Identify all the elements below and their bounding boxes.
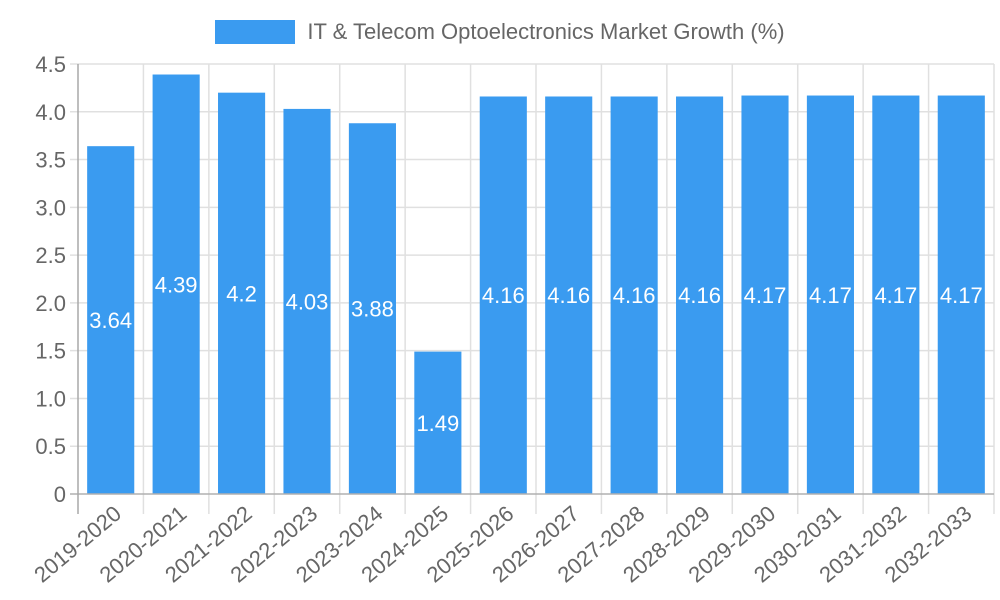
data-labels: 3.64 4.39 4.2 4.03 3.88 1.49 4.16 4.16 4.16 4.16 4… [89,272,982,436]
data-label: 4.17 [744,283,787,308]
y-tick-label: 0.5 [35,434,66,459]
data-label: 4.16 [678,283,721,308]
data-label: 4.16 [547,283,590,308]
y-tick-label: 0 [54,482,66,507]
bar[interactable] [741,95,789,495]
data-label: 4.2 [226,281,257,306]
bars [87,74,985,495]
y-tick-label: 4.5 [35,52,66,77]
chart-legend[interactable]: IT & Telecom Optoelectronics Market Grow… [0,19,1000,45]
y-tick-label: 1.5 [35,339,66,364]
y-tick-label: 3.5 [35,148,66,173]
gridlines [70,63,995,514]
bar[interactable] [937,95,985,495]
bar[interactable] [218,92,266,495]
bar[interactable] [414,351,462,494]
bar[interactable] [348,123,396,494]
y-tick-label: 2.5 [35,243,66,268]
data-label: 4.17 [809,283,852,308]
bar[interactable] [872,95,920,495]
data-label: 4.17 [874,283,917,308]
data-label: 4.16 [613,283,656,308]
y-tick-label: 1.0 [35,386,66,411]
x-axis-tick-labels: 2019-20202020-20212021-20222022-20232023… [29,501,976,588]
data-label: 4.03 [286,289,329,314]
bar[interactable] [610,96,658,494]
y-tick-label: 3.0 [35,195,66,220]
bar[interactable] [676,96,724,494]
bar[interactable] [87,146,135,494]
bar[interactable] [545,96,593,494]
axes [70,64,994,514]
data-label: 3.88 [351,297,394,322]
bar[interactable] [806,95,854,495]
data-label: 4.39 [155,272,198,297]
y-tick-label: 2.0 [35,291,66,316]
data-label: 3.64 [89,308,132,333]
legend-swatch [215,20,296,44]
bar[interactable] [283,108,331,495]
legend-label: IT & Telecom Optoelectronics Market Grow… [307,19,785,44]
y-axis-tick-labels: 0 0.5 1.0 1.5 2.0 2.5 3.0 3.5 4.0 4.5 [35,52,66,507]
y-tick-label: 4.0 [35,100,66,125]
data-label: 4.17 [940,283,983,308]
bar[interactable] [152,74,200,494]
data-label: 4.16 [482,283,525,308]
bar[interactable] [479,96,527,494]
data-label: 1.49 [416,411,459,436]
